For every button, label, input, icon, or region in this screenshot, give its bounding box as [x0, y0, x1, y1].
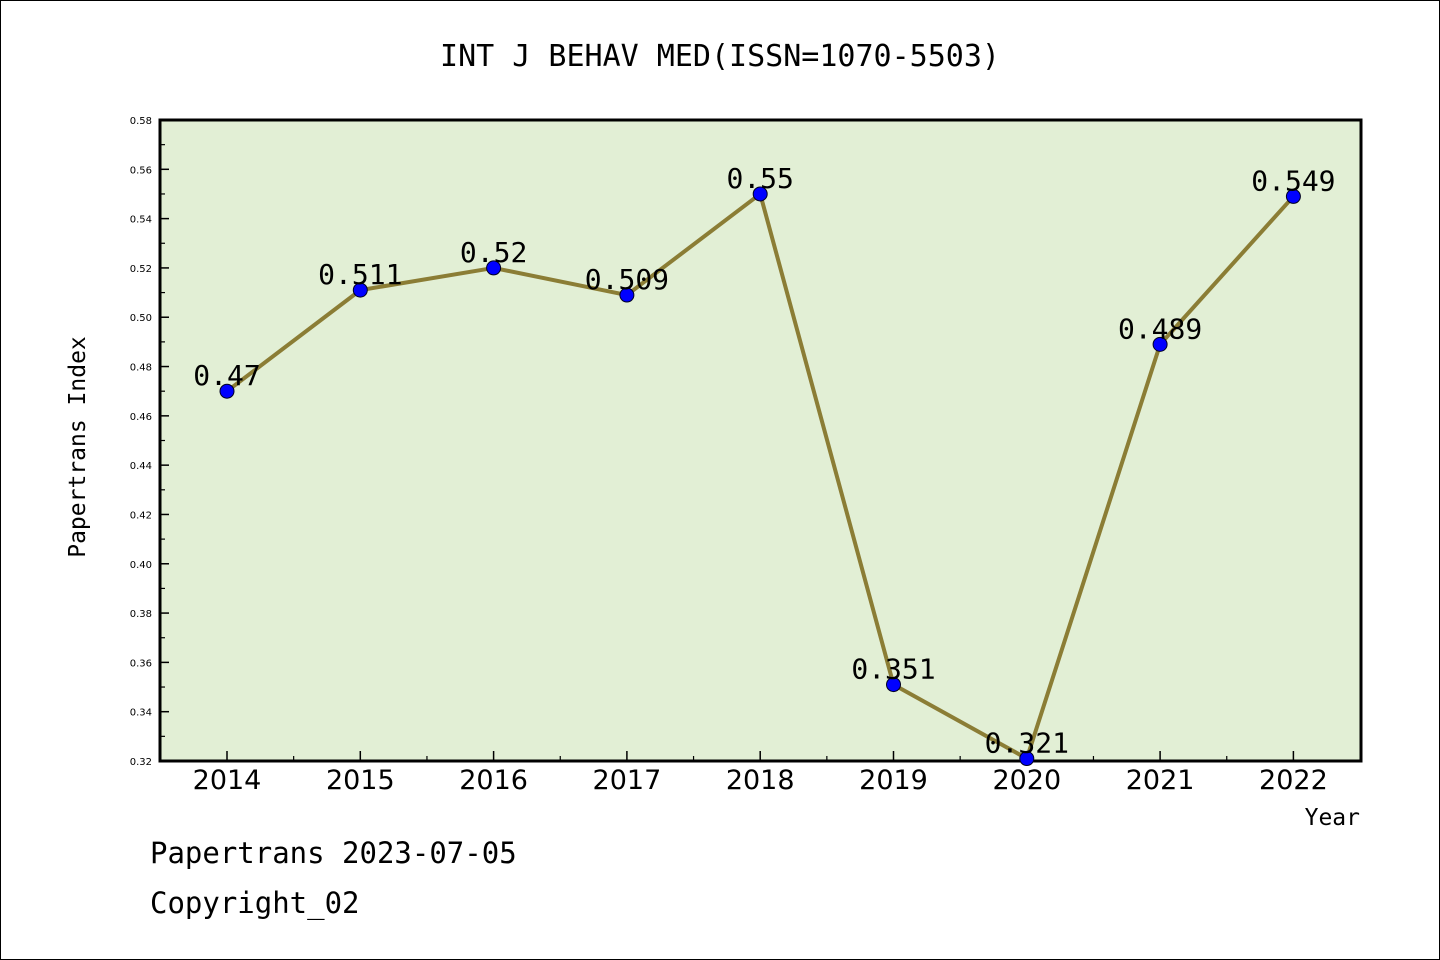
- y-tick-label: 0.34: [130, 708, 152, 719]
- data-point: [619, 287, 635, 303]
- x-tick-label: 2021: [1126, 765, 1195, 796]
- y-tick-label: 0.38: [130, 609, 152, 620]
- y-tick-label: 0.54: [130, 215, 152, 226]
- y-tick-label: 0.40: [130, 560, 152, 571]
- footer-copyright: Copyright_02: [150, 886, 360, 920]
- x-axis: 2014 2015 2016 2017 2018 2019 2020 2021 2022: [193, 751, 1328, 796]
- x-tick-label: 2015: [326, 765, 395, 796]
- y-tick-label: 0.44: [130, 461, 152, 472]
- y-tick-label: 0.52: [130, 264, 152, 275]
- data-point: [219, 383, 235, 399]
- x-tick-label: 2019: [859, 765, 928, 796]
- y-tick-label: 0.58: [130, 116, 152, 127]
- y-tick-label: 0.42: [130, 510, 152, 521]
- data-point: [1285, 188, 1301, 204]
- data-point: [886, 677, 901, 693]
- y-tick-label: 0.36: [130, 658, 152, 669]
- data-point: [352, 282, 368, 298]
- data-label: 0.509: [585, 263, 669, 296]
- y-tick-label: 0.50: [130, 313, 152, 324]
- y-tick-label: 0.46: [130, 412, 152, 423]
- x-tick-label: 2018: [726, 765, 795, 796]
- data-point: [752, 186, 768, 202]
- y-tick-label: 0.32: [130, 757, 152, 768]
- data-label: 0.47: [193, 359, 260, 392]
- data-point: [1152, 336, 1168, 352]
- x-axis-label: Year: [1305, 805, 1360, 831]
- footer-date: Papertrans 2023-07-05: [150, 836, 517, 870]
- x-tick-label: 2020: [992, 765, 1061, 796]
- data-point: [486, 260, 502, 276]
- y-axis-label: Papertrans Index: [65, 336, 91, 558]
- y-tick-label: 0.56: [130, 165, 152, 176]
- data-label: 0.511: [318, 258, 402, 291]
- data-label: 0.52: [460, 236, 527, 269]
- x-tick-label: 2022: [1259, 765, 1328, 796]
- chart-title: INT J BEHAV MED(ISSN=1070-5503): [440, 39, 1000, 74]
- x-tick-label: 2014: [193, 765, 262, 796]
- data-label: 0.549: [1251, 164, 1335, 197]
- data-label: 0.489: [1118, 312, 1202, 345]
- x-tick-label: 2017: [593, 765, 662, 796]
- series-layer: 0.47 0.511 0.52 0.509 0.55 0.351 0.321 0.489 0.5…: [193, 162, 1336, 767]
- data-label: 0.321: [985, 727, 1069, 760]
- data-label: 0.351: [851, 653, 935, 686]
- y-tick-label: 0.48: [130, 363, 152, 374]
- y-axis: 0.32 0.34 0.36 0.38 0.40 0.42 0.44 0.46 0.48 0.50…: [130, 116, 169, 768]
- plot-area: [158, 118, 1363, 763]
- data-label: 0.55: [726, 162, 793, 195]
- data-point: [1019, 751, 1035, 767]
- x-tick-label: 2016: [459, 765, 528, 796]
